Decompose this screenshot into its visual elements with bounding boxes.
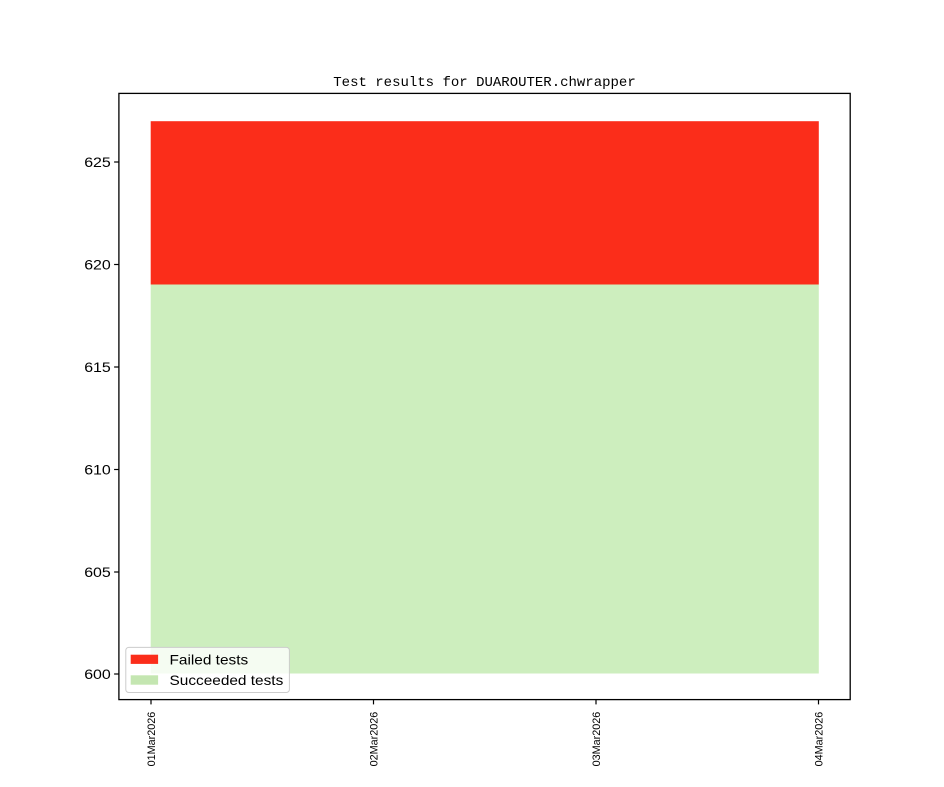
svg-text:03Mar2026: 03Mar2026 — [591, 712, 603, 767]
svg-text:615: 615 — [84, 360, 111, 376]
svg-text:02Mar2026: 02Mar2026 — [368, 712, 380, 767]
svg-text:Failed tests: Failed tests — [170, 653, 249, 668]
svg-text:01Mar2026: 01Mar2026 — [146, 712, 158, 767]
svg-text:610: 610 — [84, 462, 111, 478]
svg-text:605: 605 — [84, 565, 111, 581]
svg-text:Succeeded tests: Succeeded tests — [170, 674, 284, 689]
svg-text:600: 600 — [84, 667, 111, 683]
svg-text:04Mar2026: 04Mar2026 — [813, 712, 825, 767]
svg-text:625: 625 — [84, 155, 111, 171]
svg-text:Test results for DUAROUTER.chw: Test results for DUAROUTER.chwrapper — [333, 75, 635, 91]
svg-text:620: 620 — [84, 257, 111, 273]
